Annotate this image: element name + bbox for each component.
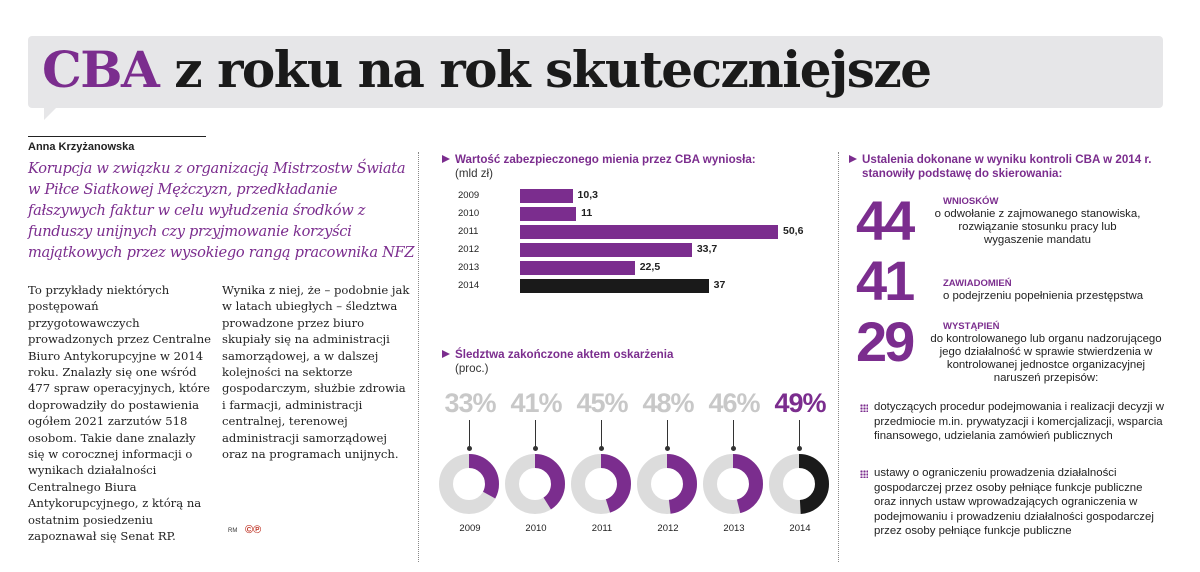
divider-left <box>418 152 419 562</box>
donut-slice-2012 <box>637 454 697 514</box>
findings-label-3: WYSTĄPIEŃ <box>943 321 1000 332</box>
bar-year-label: 2009 <box>458 190 480 201</box>
bar-chart-title: Wartość zabezpieczonego mienia przez CBA… <box>442 153 825 167</box>
title-bubble-tail <box>44 106 58 120</box>
donut-2014 <box>769 454 829 514</box>
page-title: CBA z roku na rok skuteczniejsze <box>42 40 932 99</box>
bar-value-label: 37 <box>713 279 726 291</box>
lead-paragraph: Korupcja w związku z organizacją Mistrzo… <box>28 160 415 261</box>
bar-2014 <box>520 279 709 293</box>
donut-2009 <box>439 454 499 514</box>
donut-percent-2010: 41% <box>510 388 562 418</box>
donut-pointer-dot <box>533 446 538 451</box>
title-rest: z roku na rok skuteczniejsze <box>158 40 932 99</box>
donut-chart-subtitle: (proc.) <box>455 362 489 375</box>
title-bar <box>28 36 1163 108</box>
donut-pointer <box>601 420 602 448</box>
donut-pointer <box>799 420 800 448</box>
author-rule <box>28 136 206 137</box>
donut-2012 <box>637 454 697 514</box>
body-column-1: To przykłady niektórych postępowań przyg… <box>28 283 212 544</box>
donut-slice-2014 <box>769 454 829 514</box>
findings-number-2: 41 <box>856 249 915 312</box>
donut-pointer-dot <box>797 446 802 451</box>
bar-year-label: 2012 <box>458 244 480 255</box>
bar-2013 <box>520 261 635 275</box>
donut-pointer-dot <box>665 446 670 451</box>
donut-year-label: 2010 <box>525 523 547 534</box>
bullet-dots-icon <box>860 404 868 412</box>
findings-bullet-2: ustawy o ograniczeniu prowadzenia działa… <box>874 467 1154 537</box>
donut-2010 <box>505 454 565 514</box>
donut-2013 <box>703 454 763 514</box>
donut-year-label: 2009 <box>459 523 481 534</box>
donut-chart-title: Śledztwa zakończone aktem oskarżenia <box>442 348 825 362</box>
donut-slice-2009 <box>439 454 499 514</box>
donut-percent-2014: 49% <box>774 388 826 418</box>
credit: RM <box>228 528 238 534</box>
bar-year-label: 2014 <box>458 280 480 291</box>
bar-chart-subtitle: (mld zł) <box>455 167 493 180</box>
bar-year-label: 2010 <box>458 208 480 219</box>
author: Anna Krzyżanowska <box>28 141 135 153</box>
triangle-icon <box>442 350 450 358</box>
donut-pointer <box>733 420 734 448</box>
donut-pointer <box>535 420 536 448</box>
donut-percent-2009: 33% <box>444 388 496 418</box>
triangle-icon <box>849 155 857 163</box>
donut-slice-2013 <box>703 454 763 514</box>
bullet-dots-icon <box>860 470 868 478</box>
bar-value-label: 33,7 <box>696 243 718 255</box>
bar-2012 <box>520 243 692 257</box>
findings-bullet-1: dotyczących procedur podejmowania i real… <box>874 401 1164 442</box>
donut-year-label: 2012 <box>657 523 679 534</box>
donut-slice-2011 <box>571 454 631 514</box>
bar-value-label: 10,3 <box>577 189 598 201</box>
findings-text-1: o odwołanie z zajmowanego stanowiska, ro… <box>934 208 1141 246</box>
body-column-2: Wynika z niej, że – podobnie jak w latac… <box>222 283 410 462</box>
triangle-icon <box>442 155 450 163</box>
publisher-logo: ©℗ <box>245 524 262 536</box>
bar-2010 <box>520 207 577 221</box>
findings-text-2: o podejrzeniu popełnienia przestępstwa <box>943 290 1144 302</box>
findings-title: Ustalenia dokonane w wyniku kontroli CBA… <box>849 153 1162 181</box>
bar-value-label: 11 <box>581 207 593 219</box>
findings-text-3: do kontrolowanego lub organu nadzorujące… <box>930 333 1162 384</box>
donut-pointer-dot <box>467 446 472 451</box>
donut-pointer-dot <box>599 446 604 451</box>
donut-year-label: 2014 <box>789 523 811 534</box>
donut-percent-2013: 46% <box>708 388 760 418</box>
title-accent: CBA <box>42 40 160 99</box>
findings-number-1: 44 <box>856 189 915 252</box>
bar-2009 <box>520 189 573 203</box>
donut-pointer <box>469 420 470 448</box>
bar-value-label: 50,6 <box>783 225 804 237</box>
findings-label-2: ZAWIADOMIEŃ <box>943 278 1012 289</box>
donut-percent-2012: 48% <box>642 388 694 418</box>
donut-slice-2010 <box>505 454 565 514</box>
bar-value-label: 22,5 <box>639 261 661 273</box>
findings-label-1: WNIOSKÓW <box>943 196 999 207</box>
donut-year-label: 2013 <box>723 523 745 534</box>
donut-2011 <box>571 454 631 514</box>
bar-2011 <box>520 225 778 239</box>
bar-year-label: 2013 <box>458 262 480 273</box>
donut-year-label: 2011 <box>591 523 613 534</box>
donut-percent-2011: 45% <box>576 388 628 418</box>
bar-year-label: 2011 <box>458 226 479 237</box>
donut-pointer <box>667 420 668 448</box>
divider-right <box>838 152 839 562</box>
donut-pointer-dot <box>731 446 736 451</box>
findings-number-3: 29 <box>856 310 915 373</box>
